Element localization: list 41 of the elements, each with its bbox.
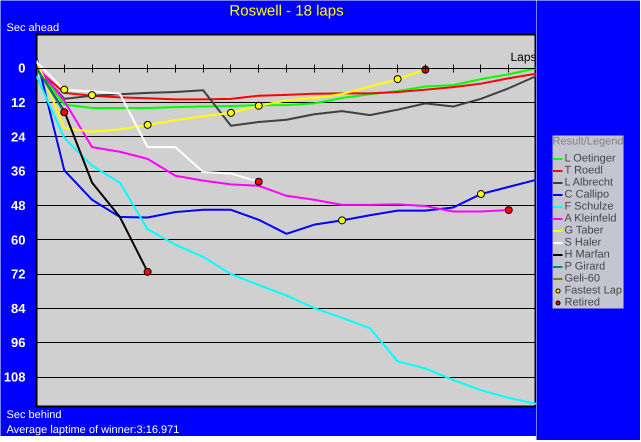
- point: [226, 108, 235, 117]
- point: [504, 206, 513, 214]
- y-tick-label: 72: [11, 266, 26, 282]
- point: [88, 91, 96, 100]
- y-tick-label: 24: [11, 129, 26, 144]
- point: [476, 190, 485, 198]
- y-tick-label: 0: [18, 60, 26, 76]
- y-tick-label: 96: [11, 335, 26, 350]
- legend-label: P Girard: [564, 260, 606, 272]
- point: [60, 86, 68, 94]
- point: [60, 108, 68, 116]
- y-tick-label: 12: [11, 95, 26, 110]
- point: [144, 268, 152, 276]
- legend-label: L Oetinger: [564, 152, 616, 164]
- y-tick-label: 84: [11, 300, 26, 316]
- legend-label: Fastest Lap: [564, 284, 622, 296]
- y-tick-label: 108: [4, 370, 26, 385]
- text: Sec behind: [6, 409, 62, 421]
- legend-label: L Albrecht: [564, 176, 614, 188]
- point: [254, 102, 263, 110]
- y-tick-label: 36: [11, 164, 26, 179]
- chart-title: Roswell - 18 laps: [229, 2, 344, 20]
- text: Sec ahead: [6, 22, 60, 34]
- y-tick-label: 60: [11, 232, 26, 248]
- point: [394, 75, 402, 84]
- point: [254, 178, 263, 186]
- legend-label: C Callipo: [564, 188, 610, 200]
- legend-label: Retired: [564, 296, 600, 308]
- y-tick-label: 48: [11, 198, 26, 213]
- legend-label: Geli-60: [564, 272, 600, 284]
- legend-label: G Taber: [564, 224, 604, 236]
- point: [338, 216, 346, 224]
- legend-label: F Schulze: [564, 200, 614, 212]
- text: Average laptime of winner:3:16.971: [6, 424, 180, 436]
- legend-label: H Marfan: [564, 248, 610, 260]
- legend-label: T Roedl: [564, 164, 603, 176]
- point: [144, 120, 152, 129]
- legend-title: Result/Legend: [552, 136, 624, 148]
- legend-label: A Kleinfeld: [564, 212, 617, 224]
- legend-label: S Haler: [564, 236, 602, 248]
- line-series: [36, 74, 536, 405]
